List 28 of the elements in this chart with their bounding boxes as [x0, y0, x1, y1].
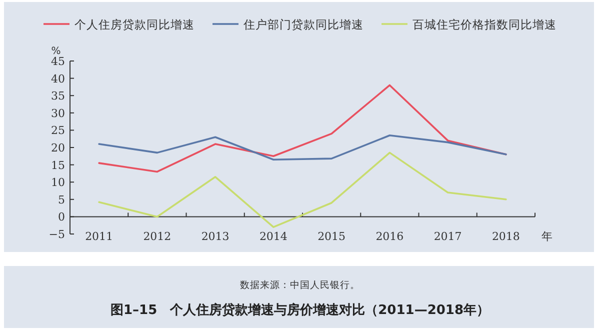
y-tick-label: 30: [51, 106, 65, 120]
y-tick-label: 35: [51, 90, 65, 103]
y-tick-label: 5: [58, 193, 65, 206]
line-series: [98, 134, 507, 161]
x-tick-label: 2011: [85, 230, 114, 243]
text: 图1–15 个人住房贷款增速与房价增速对比（2011—2018年）: [110, 302, 490, 318]
source-note: 数据来源：中国人民银行。: [240, 279, 360, 291]
y-tick-label: 45: [51, 55, 65, 68]
y-axis-title: %: [51, 46, 61, 57]
x-tick-label: 2017: [434, 230, 462, 243]
x-axis-title: 年: [542, 230, 552, 243]
x-tick-label: 2013: [201, 230, 230, 243]
y-tick-label: 25: [51, 124, 65, 138]
x-tick-label: 2014: [259, 230, 288, 243]
y-tick-label: 20: [51, 142, 65, 154]
y-tick-label: 15: [51, 158, 65, 172]
legend-label: 个人住房贷款同比增速: [74, 18, 194, 32]
legend-label: 住户部门贷款同比增速: [242, 18, 364, 32]
y-tick-label: 40: [51, 72, 65, 86]
y-tick-label: 10: [51, 176, 65, 190]
x-tick-label: 2018: [492, 230, 520, 243]
x-tick-label: 2012: [143, 230, 172, 243]
x-tick-label: 2015: [318, 230, 346, 243]
y-tick-label: 0: [58, 210, 65, 224]
y-tick-label: −5: [48, 228, 65, 241]
line-series: [98, 152, 507, 228]
x-tick-label: 2016: [376, 230, 404, 243]
legend-label: 百城住宅价格指数同比增速: [412, 18, 556, 32]
